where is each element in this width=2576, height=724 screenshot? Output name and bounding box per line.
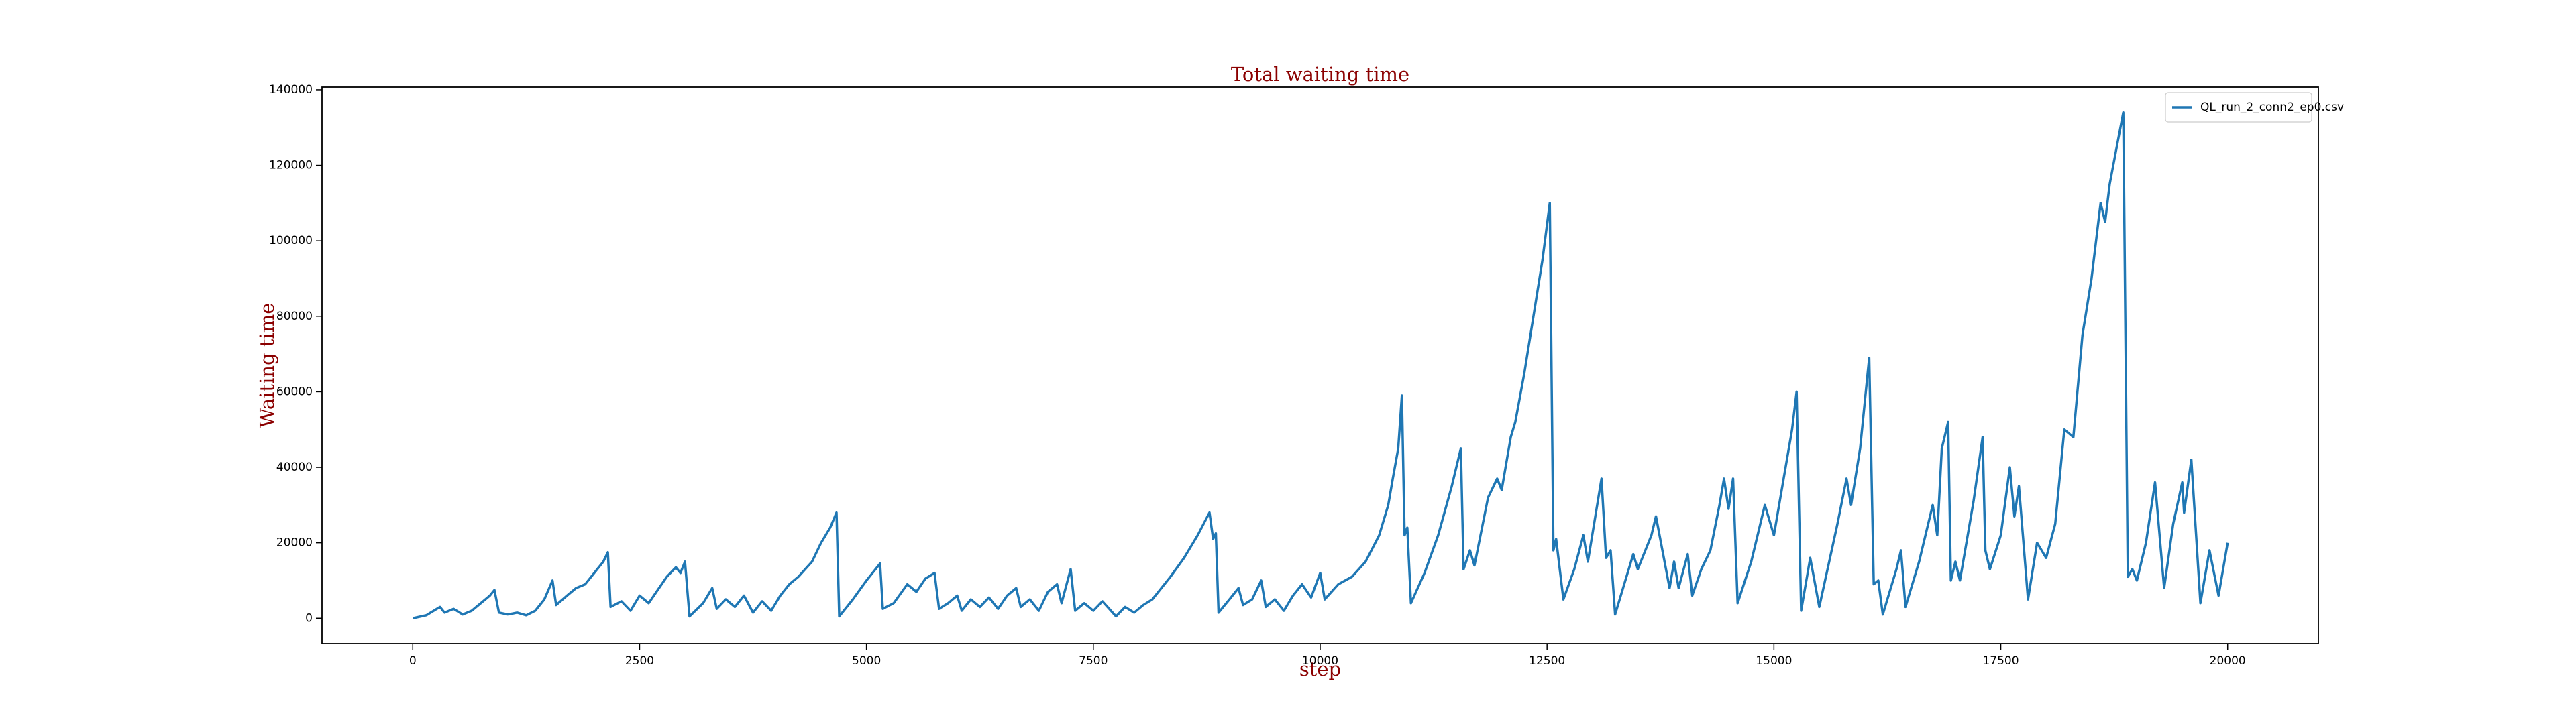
plot-frame: [321, 86, 2319, 644]
y-axis-label: Waiting time: [256, 303, 278, 428]
x-tick-label: 10000: [1302, 654, 1338, 668]
y-tick-label: 20000: [276, 536, 313, 550]
y-tick-label: 0: [305, 611, 313, 625]
chart-title: Total waiting time: [1231, 63, 1409, 86]
x-tick-label: 5000: [852, 654, 881, 668]
y-tick-label: 120000: [269, 159, 313, 172]
data-line: [412, 111, 2229, 619]
y-tick-label: 140000: [269, 83, 313, 97]
y-tick-label: 100000: [269, 234, 313, 247]
x-tick-label: 7500: [1079, 654, 1108, 668]
legend-label: QL_run_2_conn2_ep0.csv: [2200, 101, 2344, 114]
x-tick-label: 17500: [1982, 654, 2019, 668]
y-tick-label: 60000: [276, 385, 313, 398]
x-tick-label: 20000: [2210, 654, 2246, 668]
x-tick-label: 12500: [1529, 654, 1565, 668]
x-tick-label: 0: [409, 654, 417, 668]
y-tick-label: 80000: [276, 310, 313, 323]
x-tick-label: 15000: [1756, 654, 1792, 668]
x-axis-label: step: [1299, 658, 1341, 680]
x-tick-label: 2500: [625, 654, 654, 668]
y-tick-label: 40000: [276, 461, 313, 474]
legend-box: [2165, 92, 2312, 123]
